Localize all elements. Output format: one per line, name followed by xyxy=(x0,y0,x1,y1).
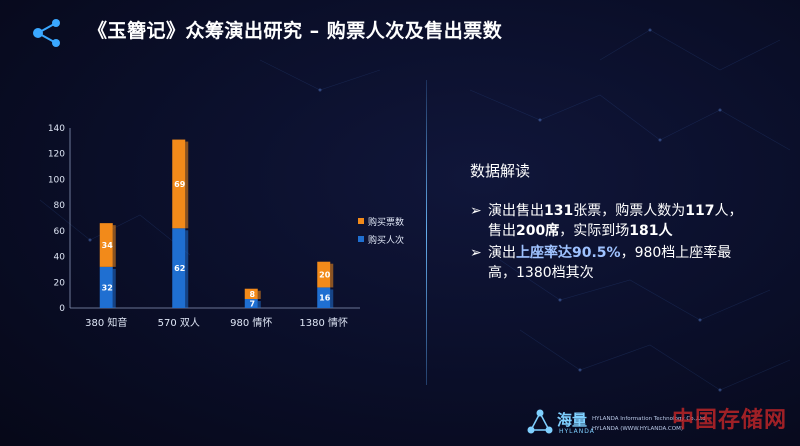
y-tick-label: 120 xyxy=(48,150,65,160)
bar-side-face xyxy=(112,225,116,267)
y-tick-label: 20 xyxy=(54,278,66,288)
bar-tickets xyxy=(172,139,186,229)
analysis-panel: 数据解读 ➢ 演出售出131张票，购票人数为117人，售出200席，实际到场18… xyxy=(470,160,750,285)
bar-tickets xyxy=(99,223,113,267)
data-label: 16 xyxy=(319,294,331,303)
bar-side-face xyxy=(257,301,261,308)
data-label: 62 xyxy=(174,264,185,273)
bullet-bold-value: 181人 xyxy=(629,223,673,239)
bullet-arrow-icon: ➢ xyxy=(470,203,482,219)
bar-tickets xyxy=(244,288,258,299)
x-tick-label: 380 知音 xyxy=(85,316,127,329)
stacked-bar-chart: 0 20 40 60 80 100 120 140 380 知音 32 34 570 双人 62 69 98… xyxy=(48,124,360,329)
y-tick-label: 100 xyxy=(48,175,65,185)
watermark: 中国存储网 xyxy=(672,408,788,433)
data-label: 8 xyxy=(249,290,255,299)
bar-tickets xyxy=(317,261,331,288)
legend-label: 购买人次 xyxy=(368,235,405,246)
y-tick-label: 80 xyxy=(54,201,66,211)
footer-brand-cn: 海量 xyxy=(557,411,588,429)
legend-swatch xyxy=(358,218,364,224)
legend-item: 购买票数 xyxy=(358,212,404,230)
chart-legend: 购买票数 购买人次 xyxy=(358,212,404,248)
network-logo-icon xyxy=(33,19,60,47)
legend-swatch xyxy=(358,236,364,242)
bar-purchases xyxy=(172,228,186,308)
footer-company: HYLANDA Information Technology Co.,Ltd xyxy=(592,416,706,422)
bar-side-face xyxy=(330,289,334,308)
bullet-bold-value: 131 xyxy=(544,203,574,219)
bullet-text: 演出 xyxy=(488,245,516,261)
y-tick-label: 40 xyxy=(54,253,66,263)
bullet-highlight: 上座率达90.5% xyxy=(516,245,621,261)
footer-url: HYLANDA (WWW.HYLANDA.COM) xyxy=(592,426,683,432)
data-label: 69 xyxy=(174,180,186,189)
legend-label: 购买票数 xyxy=(368,217,405,228)
bullet-text: ，实际到场 xyxy=(559,223,630,239)
y-tick-label: 0 xyxy=(59,304,65,314)
bullet-bold-value: 117 xyxy=(685,203,715,219)
bar-side-face xyxy=(185,141,189,229)
bullet-text: ，980档上座率最高，1380档其次 xyxy=(488,245,732,281)
legend-item: 购买人次 xyxy=(358,230,404,248)
analysis-bullets: ➢ 演出售出131张票，购票人数为117人，售出200席，实际到场181人 ➢ … xyxy=(470,201,750,283)
bullet-text: 人，售出 xyxy=(488,203,743,239)
x-tick-label: 980 情怀 xyxy=(230,316,272,329)
data-label: 32 xyxy=(102,283,113,292)
bar-side-face xyxy=(185,230,189,308)
footer-brand-en: HYLANDA xyxy=(559,428,595,435)
x-tick-label: 1380 情怀 xyxy=(299,316,348,329)
bar-purchases xyxy=(244,299,258,308)
bullet-bold-value: 200席 xyxy=(516,223,560,239)
analysis-bullet-2: ➢ 演出上座率达90.5%，980档上座率最高，1380档其次 xyxy=(470,243,750,283)
bullet-text: 张票，购票人数为 xyxy=(573,203,686,219)
bar-side-face xyxy=(257,290,261,299)
analysis-title: 数据解读 xyxy=(470,162,531,180)
bar-side-face xyxy=(112,268,116,308)
data-label: 34 xyxy=(102,241,114,250)
bullet-text: 演出售出 xyxy=(488,203,544,219)
data-label: 20 xyxy=(319,271,331,280)
x-tick-label: 570 双人 xyxy=(158,317,200,329)
bullet-arrow-icon: ➢ xyxy=(470,245,482,261)
hylanda-logo-icon xyxy=(527,409,553,434)
bar-side-face xyxy=(330,263,334,288)
bar-purchases xyxy=(99,266,113,308)
analysis-bullet-1: ➢ 演出售出131张票，购票人数为117人，售出200席，实际到场181人 xyxy=(470,201,750,241)
data-label: 7 xyxy=(249,300,255,309)
vertical-divider xyxy=(426,80,427,385)
y-tick-label: 60 xyxy=(54,227,66,237)
page-title: 《玉簪记》众筹演出研究 – 购票人次及售出票数 xyxy=(88,20,503,42)
y-tick-label: 140 xyxy=(48,124,65,134)
bar-purchases xyxy=(317,287,331,308)
